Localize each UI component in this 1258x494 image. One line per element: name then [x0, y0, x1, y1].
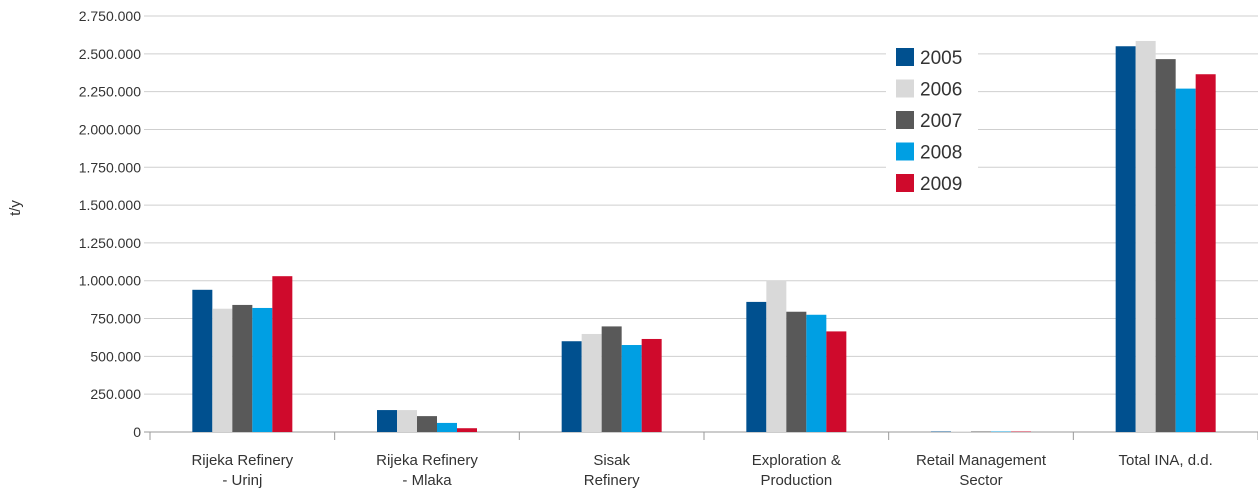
y-tick-label: 750.000: [90, 311, 141, 327]
legend-label: 2005: [920, 48, 962, 69]
x-tick-label-line: Sisak: [593, 452, 630, 469]
bar: [582, 334, 602, 432]
bar: [232, 305, 252, 432]
y-tick-label: 2.750.000: [79, 8, 141, 24]
x-axis-labels: Rijeka Refinery - Urinj Rijeka Refinery - M…: [191, 452, 1212, 489]
legend: 2005 2006 2007 2008 2009: [886, 40, 978, 204]
x-tick-label-line: Production: [760, 472, 832, 489]
y-tick-label: 1.000.000: [79, 273, 141, 289]
bar: [602, 326, 622, 432]
legend-swatch: [896, 174, 914, 192]
x-tick-label: Exploration & Production: [752, 452, 841, 489]
bar: [766, 281, 786, 432]
bar: [272, 276, 292, 432]
legend-label: 2008: [920, 143, 962, 164]
legend-swatch: [896, 111, 914, 129]
x-tick-label-line: Rijeka Refinery: [376, 452, 478, 469]
y-tick-label: 1.250.000: [79, 235, 141, 251]
bar: [826, 331, 846, 432]
bar: [252, 308, 272, 432]
bar: [786, 312, 806, 432]
bar: [377, 410, 397, 432]
bars: [192, 41, 1215, 432]
x-tick-label-line: Rijeka Refinery: [191, 452, 293, 469]
y-tick-label: 250.000: [90, 386, 141, 402]
y-tick-label: 2.500.000: [79, 46, 141, 62]
y-tick-label: 1.750.000: [79, 159, 141, 175]
y-tick-label: 2.000.000: [79, 121, 141, 137]
bar: [806, 315, 826, 432]
bar: [212, 309, 232, 432]
y-tick-label: 500.000: [90, 348, 141, 364]
x-tick-label-line: - Urinj: [222, 472, 262, 489]
x-tick-label-line: Refinery: [584, 472, 640, 489]
bar: [192, 290, 212, 432]
bar: [457, 428, 477, 432]
bar: [417, 416, 437, 432]
x-tick-label-line: Sector: [959, 472, 1002, 489]
bar: [1176, 89, 1196, 432]
bar: [1196, 74, 1216, 432]
bar: [1136, 41, 1156, 432]
x-tick-label: Sisak Refinery: [584, 452, 640, 489]
y-tick-label: 2.250.000: [79, 84, 141, 100]
bar: [1116, 46, 1136, 432]
y-tick-label: 1.500.000: [79, 197, 141, 213]
bar: [562, 341, 582, 432]
x-tick-label-line: - Mlaka: [402, 472, 452, 489]
x-tick-label-line: Total INA, d.d.: [1119, 452, 1213, 469]
legend-label: 2006: [920, 80, 962, 101]
bar: [746, 302, 766, 432]
bar: [642, 339, 662, 432]
bar: [622, 345, 642, 432]
grid: [144, 16, 1258, 432]
x-tick-label: Rijeka Refinery - Mlaka: [376, 452, 478, 489]
bar: [397, 410, 417, 432]
y-tick-label: 0: [133, 424, 141, 440]
x-axis: [150, 432, 1258, 440]
x-tick-label: Rijeka Refinery - Urinj: [191, 452, 293, 489]
legend-label: 2009: [920, 174, 962, 195]
x-tick-label: Total INA, d.d.: [1119, 452, 1213, 469]
x-tick-label: Retail Management Sector: [916, 452, 1047, 489]
bar: [437, 423, 457, 432]
legend-label: 2007: [920, 111, 962, 132]
x-tick-label-line: Exploration &: [752, 452, 841, 469]
x-tick-label-line: Retail Management: [916, 452, 1047, 469]
y-axis-ticks: 0 250.000 500.000 750.000 1.000.000 1.250.000…: [79, 8, 142, 440]
legend-swatch: [896, 48, 914, 66]
y-axis-label: t/y: [7, 200, 24, 216]
legend-swatch: [896, 80, 914, 98]
legend-swatch: [896, 143, 914, 161]
bar: [1156, 59, 1176, 432]
